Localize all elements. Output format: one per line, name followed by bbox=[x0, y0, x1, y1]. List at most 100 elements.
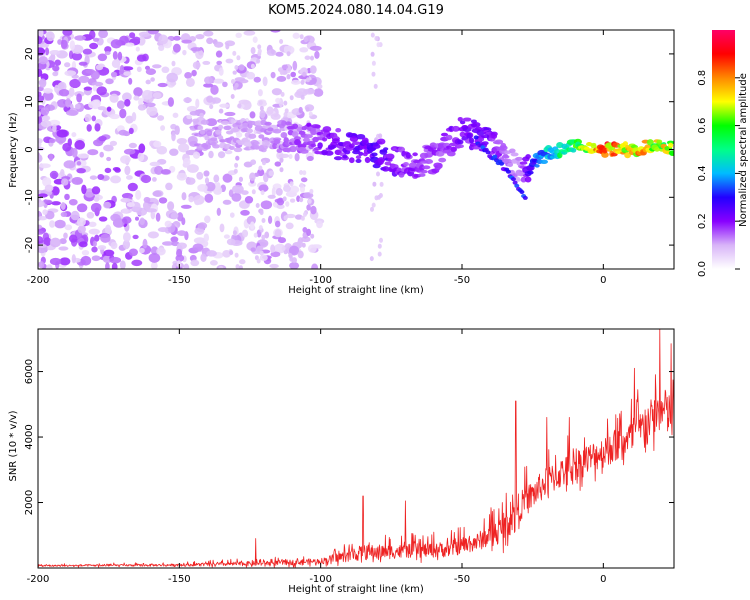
spectrogram-cell bbox=[158, 44, 165, 51]
spectrogram-cell bbox=[272, 142, 278, 150]
spectrogram-cell bbox=[181, 39, 193, 44]
spectrogram-cell bbox=[500, 142, 507, 149]
spectrogram-cell bbox=[519, 190, 525, 194]
spectrogram-cell bbox=[283, 184, 291, 193]
spectrogram-cell bbox=[288, 245, 300, 256]
spectrogram-cell bbox=[304, 37, 308, 43]
spectrogram-cell bbox=[288, 154, 293, 159]
spectrogram-cell bbox=[267, 127, 274, 132]
spectrogram-cell bbox=[68, 87, 75, 97]
spectrogram-cell bbox=[149, 161, 161, 167]
spectrogram-cell bbox=[61, 178, 69, 186]
spectrogram-cell bbox=[349, 136, 359, 142]
spectrogram-cell bbox=[151, 177, 157, 182]
spectrogram-cell bbox=[398, 172, 405, 178]
spectrogram-cell bbox=[104, 167, 112, 174]
spectrogram-cell bbox=[480, 145, 486, 150]
spectrogram-cell bbox=[74, 140, 86, 150]
spectrogram-cell bbox=[152, 92, 162, 99]
spectrogram-cell bbox=[49, 49, 61, 56]
colorbar: 0.0 0.2 0.4 0.6 0.8 Normalized spectral ampl… bbox=[697, 30, 749, 277]
spectrogram-cell bbox=[304, 55, 311, 60]
spectrogram-cell bbox=[348, 143, 355, 148]
spectrogram-cell bbox=[203, 76, 214, 84]
spectrogram-cell bbox=[376, 171, 380, 177]
spectrogram-cell bbox=[234, 162, 239, 168]
spectrogram-cell bbox=[218, 135, 224, 141]
spectrogram-cell bbox=[296, 195, 301, 203]
spectrogram-cell bbox=[250, 159, 257, 165]
spectrogram-cell bbox=[294, 139, 301, 146]
spectrogram-cell bbox=[271, 186, 276, 197]
spectrogram-cell bbox=[307, 198, 312, 204]
spectrogram-cell bbox=[42, 115, 51, 121]
spectrogram-cell bbox=[64, 70, 77, 77]
spectrogram-cell bbox=[234, 252, 239, 258]
spectrogram-cell bbox=[104, 51, 111, 56]
spectrogram-cell bbox=[218, 108, 224, 114]
spectrogram-cell bbox=[200, 119, 209, 125]
spectrogram-cell bbox=[237, 140, 245, 146]
spectrogram-cell bbox=[97, 245, 107, 250]
spectrogram-cell bbox=[183, 97, 192, 103]
spectrogram-cell bbox=[310, 55, 314, 61]
spectrogram-cell bbox=[128, 77, 133, 85]
spectrogram-cell bbox=[284, 108, 289, 114]
spectrogram-cell bbox=[104, 224, 112, 235]
spectrogram-cell bbox=[306, 204, 311, 211]
spectrogram-cell bbox=[457, 139, 464, 145]
spectrogram-cell bbox=[124, 98, 131, 107]
spectrogram-cell bbox=[152, 190, 162, 197]
spectrogram-cell bbox=[203, 30, 214, 37]
spectrogram-cell bbox=[515, 156, 524, 161]
spectrogram-cell bbox=[49, 257, 62, 266]
spectrogram-y-tick-label: -20 bbox=[24, 237, 35, 253]
spectrogram-cell bbox=[216, 60, 223, 65]
spectrogram-cell bbox=[242, 122, 249, 129]
spectrogram-cell bbox=[302, 137, 311, 143]
spectrogram-cell bbox=[624, 152, 631, 159]
snr-y-tick-label: 2000 bbox=[24, 490, 35, 515]
spectrogram-cell bbox=[121, 208, 129, 214]
spectrogram-cell bbox=[119, 64, 125, 75]
spectrogram-cell bbox=[491, 134, 498, 139]
spectrogram-cell bbox=[246, 71, 256, 80]
spectrogram-cell bbox=[281, 64, 289, 70]
spectrogram-cell bbox=[59, 257, 71, 266]
spectrogram-cell bbox=[253, 76, 261, 83]
spectrogram-cell bbox=[208, 150, 214, 159]
spectrogram-cell bbox=[445, 134, 453, 141]
spectrogram-cell bbox=[199, 112, 204, 119]
spectrogram-cell bbox=[275, 97, 281, 104]
spectrogram-cell bbox=[128, 127, 134, 135]
spectrogram-cell bbox=[259, 250, 264, 256]
spectrogram-cell bbox=[299, 34, 304, 40]
spectrogram-cell bbox=[89, 175, 98, 180]
spectrogram-cell bbox=[38, 68, 43, 77]
spectrogram-cells bbox=[38, 30, 674, 269]
spectrogram-cell bbox=[90, 70, 100, 80]
spectrogram-cell bbox=[310, 233, 315, 239]
spectrogram-cell bbox=[355, 158, 362, 163]
spectrogram-cell bbox=[206, 118, 218, 127]
spectrogram-cell bbox=[223, 125, 232, 131]
spectrogram-cell bbox=[259, 254, 268, 261]
spectrogram-cell bbox=[76, 168, 86, 174]
spectrogram-cell bbox=[46, 31, 55, 42]
spectrogram-cell bbox=[382, 166, 390, 172]
spectrogram-cell bbox=[218, 67, 224, 76]
spectrogram-cell bbox=[197, 184, 208, 192]
spectrogram-cell bbox=[289, 145, 297, 153]
spectrogram-cell bbox=[64, 62, 71, 68]
spectrogram-cell bbox=[209, 260, 218, 266]
spectrogram-x-tick-label: -200 bbox=[27, 275, 50, 286]
spectrogram-cell bbox=[38, 216, 48, 221]
spectrogram-cell bbox=[235, 155, 240, 161]
spectrogram-cell bbox=[60, 211, 68, 217]
colorbar-label: Normalized spectral amplitude bbox=[738, 73, 749, 227]
spectrogram-cell bbox=[74, 103, 81, 110]
spectrogram-cell bbox=[92, 84, 97, 92]
spectrogram-cell bbox=[91, 255, 101, 262]
spectrogram-cell bbox=[215, 50, 223, 58]
spectrogram-cell bbox=[170, 212, 179, 220]
